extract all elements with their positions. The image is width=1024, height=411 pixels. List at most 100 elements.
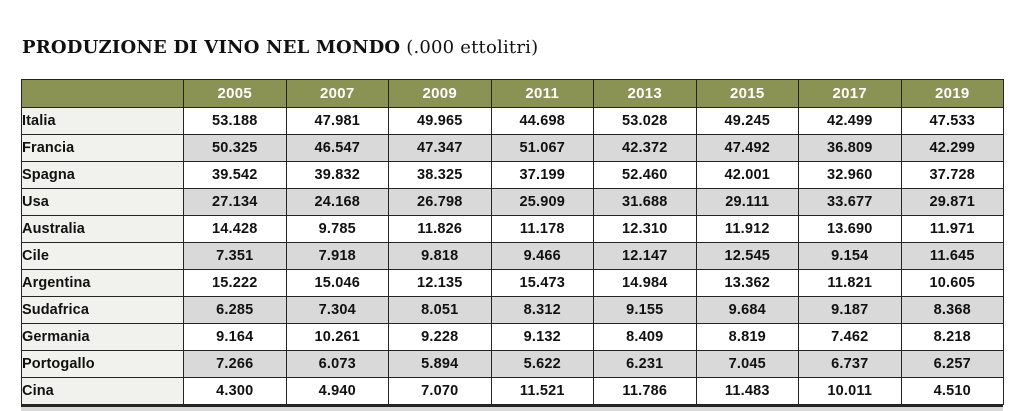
value-cell: 37.199: [490, 161, 594, 189]
table-row: Australia 14.428 9.785 11.826 11.178 12.310 11…: [21, 215, 1004, 243]
value-cell: 39.832: [285, 161, 389, 189]
table-header: 2005 2007 2009 2011 2013 2015 2017 2019: [21, 79, 1004, 108]
value-cell: 9.155: [593, 296, 697, 324]
value-cell: 12.545: [695, 242, 799, 270]
value-cell: 6.231: [593, 350, 697, 378]
value-cell: 52.460: [593, 161, 697, 189]
value-cell: 5.622: [490, 350, 594, 378]
value-cell: 8.819: [695, 323, 799, 351]
value-cell: 7.304: [285, 296, 389, 324]
value-cell: 42.299: [900, 134, 1004, 162]
value-cell: 4.510: [900, 377, 1004, 405]
chart-title-main: PRODUZIONE DI VINO NEL MONDO: [22, 37, 401, 58]
cutoff-next-row-edge: [21, 405, 1003, 411]
value-cell: 12.135: [388, 269, 492, 297]
value-cell: 9.228: [388, 323, 492, 351]
wine-production-table: 2005 2007 2009 2011 2013 2015 2017 2019 Italia 5…: [21, 79, 1004, 405]
value-cell: 42.372: [593, 134, 697, 162]
value-cell: 15.222: [183, 269, 287, 297]
value-cell: 7.266: [183, 350, 287, 378]
value-cell: 12.310: [593, 215, 697, 243]
value-cell: 42.499: [798, 107, 902, 135]
value-cell: 8.051: [388, 296, 492, 324]
value-cell: 8.218: [900, 323, 1004, 351]
value-cell: 10.605: [900, 269, 1004, 297]
value-cell: 7.918: [285, 242, 389, 270]
value-cell: 24.168: [285, 188, 389, 216]
table-row: Cina 4.300 4.940 7.070 11.521 11.786 11.483 10.…: [21, 377, 1004, 405]
value-cell: 9.187: [798, 296, 902, 324]
value-cell: 49.245: [695, 107, 799, 135]
value-cell: 9.684: [695, 296, 799, 324]
value-cell: 6.285: [183, 296, 287, 324]
country-name-cell: Sudafrica: [21, 296, 184, 324]
value-cell: 11.912: [695, 215, 799, 243]
year-column-header: 2007: [285, 79, 389, 108]
value-cell: 7.462: [798, 323, 902, 351]
value-cell: 11.786: [593, 377, 697, 405]
country-name-cell: Argentina: [21, 269, 184, 297]
value-cell: 50.325: [183, 134, 287, 162]
value-cell: 13.690: [798, 215, 902, 243]
value-cell: 11.826: [388, 215, 492, 243]
value-cell: 8.312: [490, 296, 594, 324]
value-cell: 7.351: [183, 242, 287, 270]
country-name-cell: Cile: [21, 242, 184, 270]
table-row: Portogallo 7.266 6.073 5.894 5.622 6.231 7.045…: [21, 350, 1004, 378]
corner-header-cell: [21, 79, 184, 108]
value-cell: 12.147: [593, 242, 697, 270]
table-row: Usa 27.134 24.168 26.798 25.909 31.688 29.111 3…: [21, 188, 1004, 216]
value-cell: 15.473: [490, 269, 594, 297]
value-cell: 9.164: [183, 323, 287, 351]
value-cell: 53.188: [183, 107, 287, 135]
value-cell: 51.067: [490, 134, 594, 162]
value-cell: 9.466: [490, 242, 594, 270]
value-cell: 6.737: [798, 350, 902, 378]
value-cell: 14.984: [593, 269, 697, 297]
value-cell: 10.011: [798, 377, 902, 405]
chart-title-unit: (.000 ettolitri): [400, 37, 539, 58]
value-cell: 13.362: [695, 269, 799, 297]
value-cell: 37.728: [900, 161, 1004, 189]
value-cell: 36.809: [798, 134, 902, 162]
country-name-cell: Australia: [21, 215, 184, 243]
value-cell: 25.909: [490, 188, 594, 216]
value-cell: 9.818: [388, 242, 492, 270]
value-cell: 44.698: [490, 107, 594, 135]
country-name-cell: Italia: [21, 107, 184, 135]
year-column-header: 2015: [695, 79, 799, 108]
value-cell: 46.547: [285, 134, 389, 162]
value-cell: 49.965: [388, 107, 492, 135]
value-cell: 11.821: [798, 269, 902, 297]
chart-title: PRODUZIONE DI VINO NEL MONDO (.000 ettol…: [22, 38, 538, 58]
year-column-header: 2013: [593, 79, 697, 108]
value-cell: 47.981: [285, 107, 389, 135]
value-cell: 47.347: [388, 134, 492, 162]
table-row: Germania 9.164 10.261 9.228 9.132 8.409 8.819 7…: [21, 323, 1004, 351]
country-name-cell: Portogallo: [21, 350, 184, 378]
value-cell: 7.070: [388, 377, 492, 405]
value-cell: 26.798: [388, 188, 492, 216]
value-cell: 9.785: [285, 215, 389, 243]
value-cell: 10.261: [285, 323, 389, 351]
value-cell: 47.492: [695, 134, 799, 162]
value-cell: 27.134: [183, 188, 287, 216]
table-row: Italia 53.188 47.981 49.965 44.698 53.028 49.2…: [21, 107, 1004, 135]
value-cell: 42.001: [695, 161, 799, 189]
country-name-cell: Germania: [21, 323, 184, 351]
value-cell: 7.045: [695, 350, 799, 378]
value-cell: 14.428: [183, 215, 287, 243]
table-row: Francia 50.325 46.547 47.347 51.067 42.372 47.…: [21, 134, 1004, 162]
year-column-header: 2009: [388, 79, 492, 108]
table-row: Sudafrica 6.285 7.304 8.051 8.312 9.155 9.684 9…: [21, 296, 1004, 324]
value-cell: 15.046: [285, 269, 389, 297]
year-column-header: 2005: [183, 79, 287, 108]
value-cell: 32.960: [798, 161, 902, 189]
value-cell: 33.677: [798, 188, 902, 216]
value-cell: 11.521: [490, 377, 594, 405]
table-row: Spagna 39.542 39.832 38.325 37.199 52.460 42.0…: [21, 161, 1004, 189]
value-cell: 4.300: [183, 377, 287, 405]
value-cell: 11.971: [900, 215, 1004, 243]
value-cell: 47.533: [900, 107, 1004, 135]
value-cell: 29.111: [695, 188, 799, 216]
